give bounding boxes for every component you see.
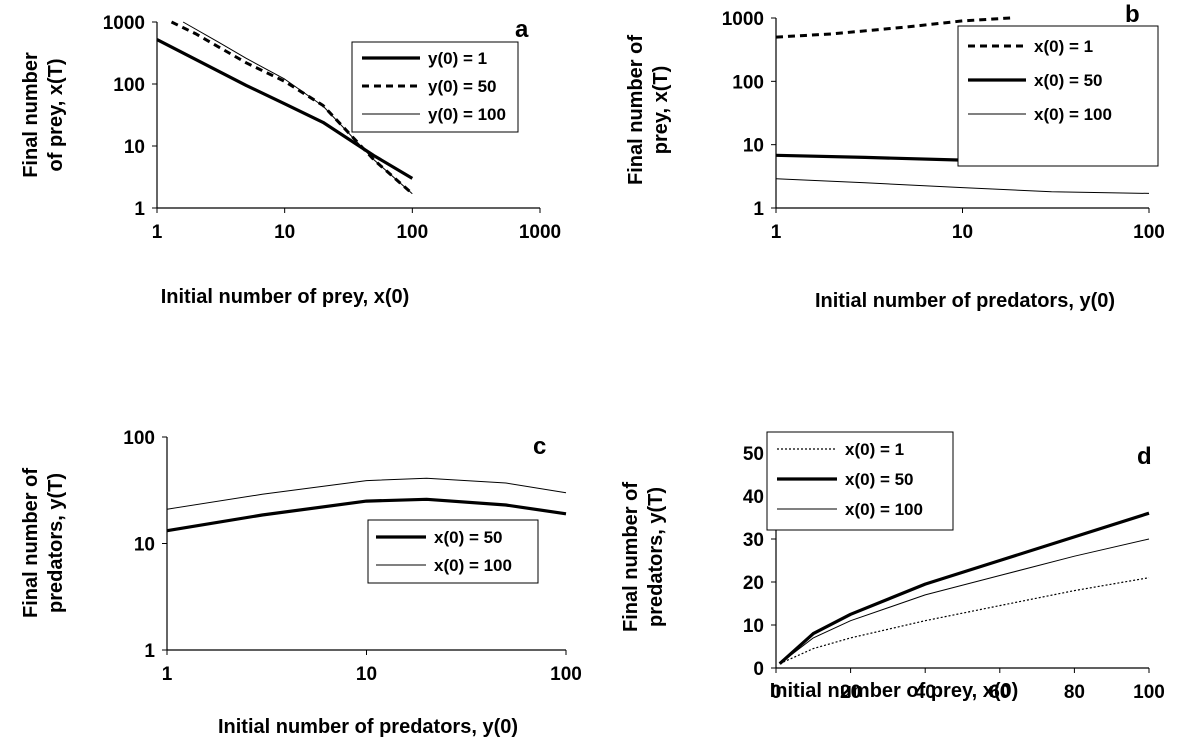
panel-b-series-3-line — [775, 178, 1150, 194]
panel-b: 1 10 100 1 10 100 1000 b Initial number of pre… — [625, 1, 1165, 312]
panel-c-ylabel-line2: predators, y(T) — [45, 473, 67, 613]
panel-d-series-1-line — [779, 577, 1150, 665]
panel-b-ylabel-line1: Final number of — [625, 35, 647, 185]
panel-d-label: d — [1137, 443, 1152, 470]
panel-b-x-tick-label: 10 — [952, 222, 973, 243]
panel-b-ylabel-line2: prey, x(T) — [650, 66, 672, 155]
panel-c-plot: 1 10 100 1 10 100 — [123, 428, 582, 685]
panel-d-y-tick-label: 20 — [743, 573, 764, 594]
panel-b-ylabel: Final number of prey, x(T) — [625, 35, 672, 185]
panel-c-legend-label: x(0) = 100 — [434, 556, 512, 575]
panel-d-y-tick-label: 0 — [753, 659, 764, 680]
panel-a-legend-label: y(0) = 50 — [428, 77, 497, 96]
panel-d-legend-label: x(0) = 100 — [845, 500, 923, 519]
panel-d-ylabel: Final number of predators, y(T) — [620, 482, 667, 632]
panel-d-x-tick-label: 100 — [1133, 682, 1165, 703]
panel-b-x-tick-label: 1 — [771, 222, 782, 243]
panel-d-legend-label: x(0) = 50 — [845, 470, 914, 489]
panel-d-series-3-line — [779, 538, 1150, 665]
panel-a: 1 10 100 1000 1 10 100 1000 a Initial number of… — [20, 13, 561, 308]
panel-a-series-1-line — [156, 38, 414, 180]
panel-d-y-tick-label: 50 — [743, 444, 764, 465]
panel-c-y-tick-label: 100 — [123, 428, 155, 449]
panel-d-series-2-line — [778, 511, 1150, 665]
panel-d: 0 20 40 60 80 100 0 10 20 30 40 50 d Initial number… — [620, 431, 1165, 703]
panel-d-xlabel: Initial number of prey, x(0) — [770, 680, 1019, 702]
panel-b-y-tick-label: 1 — [753, 199, 764, 220]
panel-c-series-2-line — [166, 477, 567, 510]
panel-a-series-3-line — [182, 21, 413, 195]
panel-a-y-tick-label: 1000 — [103, 13, 145, 34]
panel-c-legend-items: x(0) = 50 x(0) = 100 — [376, 528, 512, 575]
panel-a-y-tick-label: 100 — [113, 75, 145, 96]
panel-a-plot: 1 10 100 1000 1 10 100 1000 — [103, 13, 561, 243]
panel-a-x-tick-label: 1 — [152, 222, 163, 243]
panel-d-legend-label: x(0) = 1 — [845, 440, 904, 459]
panel-d-y-tick-label: 10 — [743, 616, 764, 637]
panel-d-x-tick-label: 0 — [771, 682, 782, 703]
panel-b-series-1-line — [775, 16, 1011, 39]
panel-b-legend-box — [957, 25, 1159, 167]
panel-d-x-tick-label: 80 — [1064, 682, 1085, 703]
panel-a-legend-label: y(0) = 1 — [428, 49, 487, 68]
panel-d-x-tick-label: 40 — [915, 682, 936, 703]
panel-c-label: c — [533, 433, 546, 460]
panel-b-y-tick-label: 10 — [743, 136, 764, 157]
panel-a-x-tick-label: 1000 — [519, 222, 561, 243]
panel-c-xlabel: Initial number of predators, y(0) — [218, 716, 518, 738]
panel-c-x-tick-label: 10 — [356, 664, 377, 685]
panel-a-ylabel-line1: Final number — [20, 52, 42, 178]
panel-b-legend-label: x(0) = 1 — [1034, 37, 1093, 56]
panel-d-x-tick-label: 20 — [840, 682, 861, 703]
panel-c-x-tick-label: 1 — [162, 664, 173, 685]
panel-d-x-tick-label: 60 — [989, 682, 1010, 703]
panel-a-series-2-line — [170, 20, 414, 195]
panel-b-legend-items: x(0) = 1 x(0) = 50 x(0) = 100 — [968, 37, 1112, 124]
panel-d-plot: 0 20 40 60 80 100 0 10 20 30 40 50 — [743, 444, 1165, 703]
panel-a-label: a — [515, 16, 529, 43]
panel-a-y-tick-label: 1 — [134, 199, 145, 220]
panel-b-y-tick-label: 1000 — [722, 9, 764, 30]
panel-d-y-tick-label: 40 — [743, 487, 764, 508]
panel-a-xlabel: Initial number of prey, x(0) — [161, 286, 410, 308]
panel-c-ylabel: Final number of predators, y(T) — [20, 468, 67, 618]
panel-b-x-tick-label: 100 — [1133, 222, 1165, 243]
panel-c-legend-box — [367, 519, 539, 584]
panel-a-ylabel-line2: of prey, x(T) — [45, 59, 67, 172]
panel-c-ylabel-line1: Final number of — [20, 468, 42, 618]
panel-a-ylabel: Final number of prey, x(T) — [20, 52, 67, 178]
panel-c-x-tick-label: 100 — [550, 664, 582, 685]
panel-c-legend-label: x(0) = 50 — [434, 528, 503, 547]
panel-a-x-tick-label: 100 — [396, 222, 428, 243]
panel-c: 1 10 100 1 10 100 c Initial number of predato… — [20, 428, 582, 738]
panel-b-label: b — [1125, 1, 1140, 28]
panel-c-series-1-line — [166, 497, 567, 533]
panel-c-y-tick-label: 1 — [144, 641, 155, 662]
panel-d-legend-items: x(0) = 1 x(0) = 50 x(0) = 100 — [777, 440, 923, 519]
panel-c-y-tick-label: 10 — [134, 535, 155, 556]
panel-b-legend-label: x(0) = 50 — [1034, 71, 1103, 90]
panel-b-y-tick-label: 100 — [732, 72, 764, 93]
panel-d-ylabel-line2: predators, y(T) — [645, 487, 667, 627]
panel-d-y-tick-label: 30 — [743, 530, 764, 551]
panel-b-xlabel: Initial number of predators, y(0) — [815, 290, 1115, 312]
panel-a-legend-items: y(0) = 1 y(0) = 50 y(0) = 100 — [362, 49, 506, 124]
panel-b-legend-label: x(0) = 100 — [1034, 105, 1112, 124]
panel-a-legend-label: y(0) = 100 — [428, 105, 506, 124]
panel-a-x-tick-label: 10 — [274, 222, 295, 243]
panel-a-y-tick-label: 10 — [124, 137, 145, 158]
panel-d-legend-box — [766, 431, 954, 531]
panel-d-ylabel-line1: Final number of — [620, 482, 642, 632]
